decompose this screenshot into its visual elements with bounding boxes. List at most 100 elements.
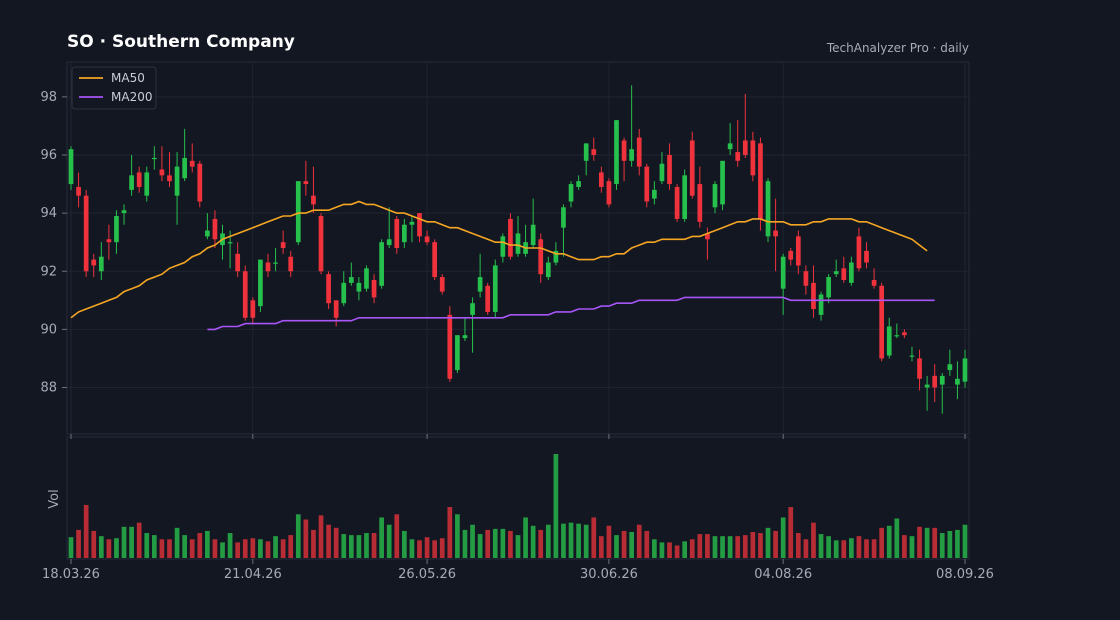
volume-axis-label: Vol <box>47 489 62 508</box>
volume-bar <box>258 539 263 558</box>
volume-bar <box>409 539 415 558</box>
candle-body <box>386 239 392 246</box>
candle-body <box>136 172 142 187</box>
volume-bar <box>636 524 642 558</box>
volume-bar <box>659 542 665 558</box>
x-tick-label: 08.09.26 <box>936 567 994 582</box>
volume-bar <box>91 530 97 558</box>
volume-bar <box>742 535 748 558</box>
candle-body <box>379 242 384 286</box>
candle-body <box>636 137 642 167</box>
volume-bar <box>205 530 210 558</box>
volume-bar <box>818 534 824 558</box>
volume-bar <box>197 533 203 558</box>
volume-bar <box>189 539 195 558</box>
candle-body <box>250 300 256 318</box>
candle-body <box>492 265 498 312</box>
volume-bar <box>773 530 778 558</box>
candle-body <box>530 224 536 246</box>
volume-bar <box>955 529 960 558</box>
volume-bar <box>712 536 718 558</box>
volume-bar <box>561 523 566 558</box>
grid <box>62 62 969 564</box>
ma200-line <box>207 296 935 331</box>
candle-body <box>402 224 407 243</box>
candle-body <box>932 375 938 388</box>
volume-bar <box>242 539 248 558</box>
candle-body <box>197 163 203 202</box>
candle-body <box>674 186 680 219</box>
candle-body <box>902 332 907 336</box>
candle-body <box>795 236 801 266</box>
volume-bar <box>765 527 771 558</box>
candle-body <box>606 181 612 205</box>
candle-body <box>288 256 294 272</box>
volume-bar <box>652 539 657 558</box>
candle-body <box>394 218 400 248</box>
candle-body <box>295 181 301 243</box>
candle-body <box>333 300 339 318</box>
volume-bar <box>962 524 968 558</box>
volume-bar <box>447 507 453 558</box>
volume-bar <box>68 537 74 558</box>
volume-bar <box>212 539 218 558</box>
candle-body <box>750 140 756 176</box>
x-tick-label: 18.03.26 <box>42 567 100 582</box>
candle-body <box>742 140 748 155</box>
candle-body <box>235 253 241 272</box>
legend: MA50 MA200 <box>71 66 157 110</box>
ma50-line <box>70 200 928 319</box>
volume-bar <box>553 454 559 558</box>
volume-bar <box>515 535 521 558</box>
volume-bar <box>682 541 688 558</box>
candle-body <box>189 160 195 167</box>
candle-body <box>439 277 445 292</box>
candle-body <box>356 282 362 292</box>
candle-body <box>811 282 816 310</box>
volume-bar <box>280 539 286 558</box>
candle-body <box>629 149 634 161</box>
volume-bar <box>795 533 801 558</box>
candle-body <box>614 120 619 185</box>
candle-body <box>538 239 544 275</box>
volume-bar <box>780 517 786 558</box>
candle-body <box>424 236 430 243</box>
volume-bar <box>167 539 172 558</box>
candle-body <box>326 274 331 304</box>
volume-bar <box>629 532 634 558</box>
volume-bar <box>151 535 157 558</box>
candle-body <box>303 181 309 185</box>
volume-bar <box>614 535 619 558</box>
volume-bar <box>667 542 672 558</box>
volume-bar <box>530 525 536 558</box>
volume-bar <box>265 541 271 558</box>
volume-bar <box>76 529 81 558</box>
volume-bar <box>833 540 839 558</box>
candle-body <box>689 140 695 196</box>
candle-body <box>114 216 119 243</box>
candle-body <box>447 314 453 379</box>
volume-bar <box>826 536 831 558</box>
candle-body <box>598 172 604 187</box>
candle-body <box>121 210 127 214</box>
candle-body <box>273 262 278 264</box>
volume-bar <box>106 539 112 558</box>
candle-body <box>485 285 491 312</box>
volume-bar <box>697 534 703 558</box>
volume-bar <box>394 514 400 558</box>
x-tick-label: 21.04.26 <box>224 567 282 582</box>
candle-body <box>818 294 824 315</box>
volume-bar <box>371 533 377 558</box>
volume-bar <box>758 533 763 558</box>
volume-bar <box>250 538 256 558</box>
volume-bar <box>705 534 710 558</box>
candle-body <box>364 268 369 289</box>
candle-body <box>849 262 854 283</box>
volume-bar <box>455 514 460 558</box>
candle-body <box>917 358 922 379</box>
x-tick-label: 26.05.26 <box>398 567 456 582</box>
volume-bar <box>856 536 862 558</box>
y-tick-label: 88 <box>40 381 57 396</box>
candle-body <box>765 181 771 237</box>
candle-body <box>432 242 438 278</box>
